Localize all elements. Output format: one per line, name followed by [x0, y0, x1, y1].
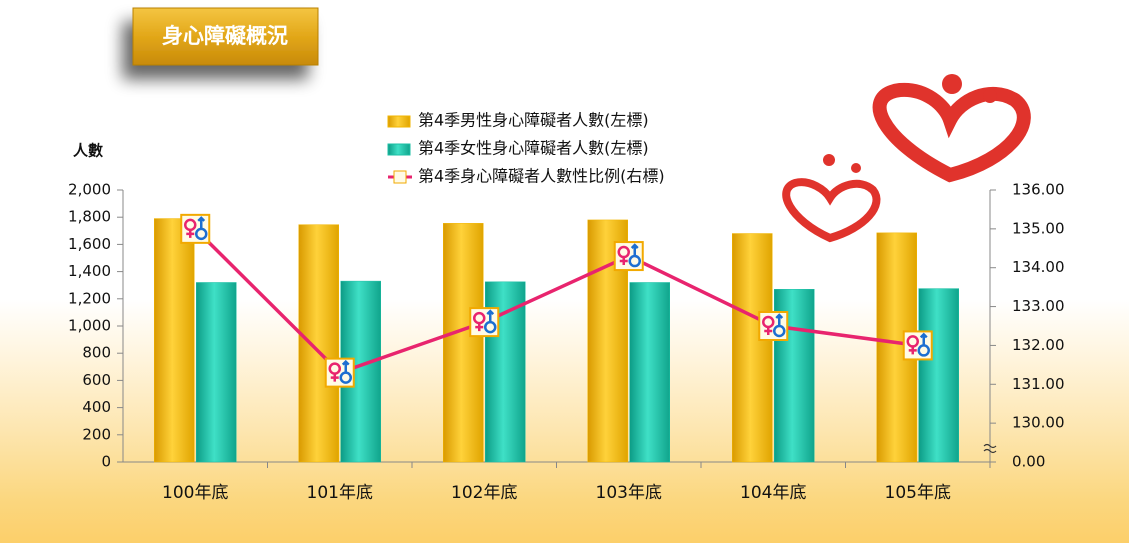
bar	[298, 224, 339, 463]
bar	[732, 233, 773, 463]
legend-label: 第4季女性身心障礙者人數(左標)	[418, 139, 649, 158]
marker-female-cross	[186, 229, 195, 238]
legend-label: 第4季身心障礙者人數性比例(右標)	[418, 167, 665, 186]
legend-swatch	[387, 115, 411, 128]
bar	[154, 218, 195, 463]
y-tick-label: 1,400	[68, 262, 111, 280]
y-tick-label: 400	[82, 398, 111, 416]
marker-male-arrow	[197, 216, 206, 229]
marker-male-arrow	[775, 313, 784, 326]
y-tick-label: 1,000	[68, 317, 111, 335]
marker-male-arrow	[630, 243, 639, 257]
line-marker	[902, 330, 933, 361]
marker-male-arrow	[341, 359, 350, 373]
y-tick-label: 200	[82, 425, 111, 443]
marker-male-arrow	[486, 309, 495, 323]
marker-female-cross	[330, 373, 339, 382]
y2-tick-label: 131.00	[1012, 375, 1065, 393]
y2-tick-label: 130.00	[1012, 414, 1065, 432]
line-marker	[324, 357, 355, 388]
marker-female-cross	[908, 346, 917, 355]
line	[194, 227, 918, 375]
y2-tick-label: 0.00	[1012, 453, 1045, 471]
x-tick-label: 101年底	[307, 483, 373, 503]
axis-break	[983, 443, 997, 454]
legend-swatch	[387, 143, 411, 156]
line-marker	[613, 241, 644, 272]
x-tick-label: 102年底	[451, 483, 517, 503]
bar	[629, 282, 670, 463]
title: 身心障礙概況	[162, 24, 288, 48]
marker-female-cross	[619, 257, 628, 266]
x-tick-label: 103年底	[596, 483, 662, 503]
bar	[443, 223, 484, 463]
y-tick-label: 2,000	[68, 181, 111, 199]
marker-female-cross	[475, 323, 484, 332]
x-tick-label: 104年底	[740, 483, 806, 503]
y-tick-label: 800	[82, 344, 111, 362]
bar	[196, 282, 237, 463]
y-tick-label: 1,600	[68, 235, 111, 253]
y-tick-label: 1,800	[68, 208, 111, 226]
y-tick-label: 600	[82, 371, 111, 389]
x-tick-label: 100年底	[162, 483, 228, 503]
marker-female-cross	[764, 327, 773, 335]
legend-marker	[393, 170, 407, 184]
line-marker	[180, 213, 211, 244]
bar	[918, 288, 959, 463]
legend-label: 第4季男性身心障礙者人數(左標)	[418, 111, 649, 130]
y2-tick-label: 133.00	[1012, 297, 1065, 315]
marker-male-arrow	[919, 332, 928, 346]
y2-tick-label: 135.00	[1012, 219, 1065, 237]
line-marker	[758, 311, 789, 341]
x-tick-label: 105年底	[885, 483, 951, 503]
y-tick-label: 1,200	[68, 289, 111, 307]
title-box	[132, 7, 319, 66]
line-marker	[469, 307, 500, 338]
y2-tick-label: 134.00	[1012, 258, 1065, 276]
y2-tick-label: 132.00	[1012, 336, 1065, 354]
y-axis-label: 人數	[73, 142, 103, 160]
heart-decoration	[782, 74, 1031, 243]
title-button: 身心障礙概況	[132, 7, 319, 66]
y-tick-label: 0	[101, 453, 111, 471]
y2-tick-label: 136.00	[1012, 181, 1065, 199]
